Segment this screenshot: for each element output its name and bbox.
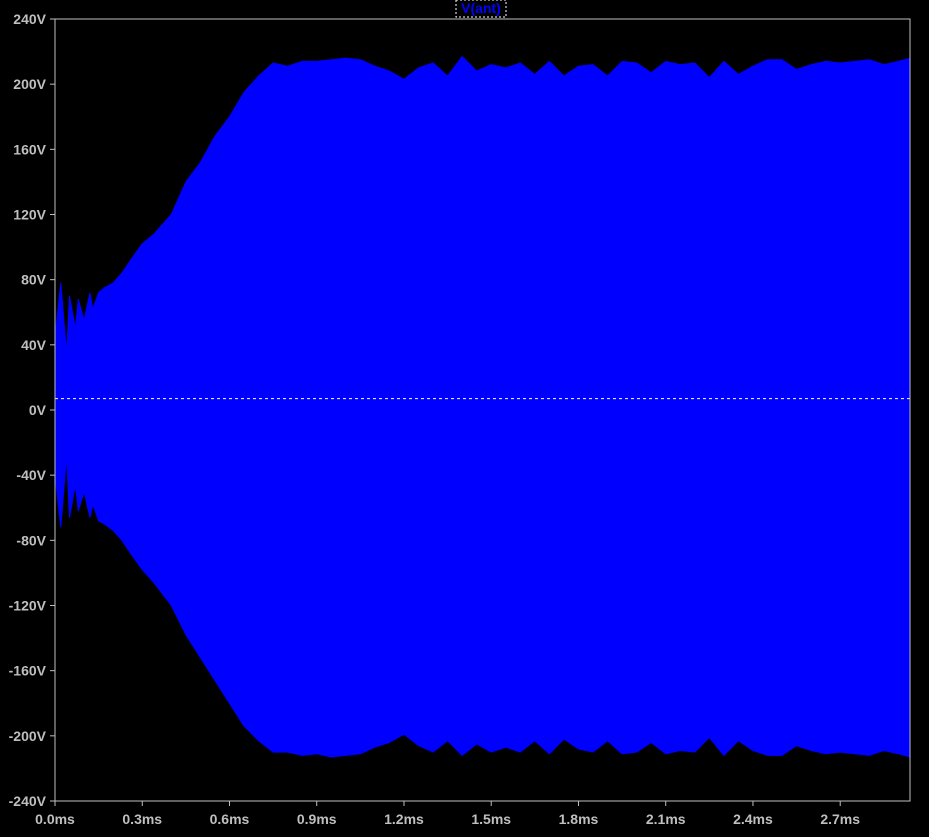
legend-box[interactable] [455, 0, 507, 18]
y-tick-label: -40V [16, 467, 46, 483]
legend-layer[interactable]: V(ant) [455, 0, 507, 18]
y-tick-label: -120V [9, 598, 47, 614]
x-tick-label: 0.6ms [210, 811, 250, 827]
y-tick-label: -200V [9, 728, 47, 744]
y-tick-label: -80V [16, 532, 46, 548]
y-tick-label: -240V [9, 793, 47, 809]
y-tick-label: 40V [21, 337, 47, 353]
axis-layer: 240V 200V 160V 120V 80V 40V 0V -40V -80V -120V -16… [9, 11, 911, 827]
x-tick-label: 0.0ms [35, 811, 75, 827]
x-tick-label: 0.3ms [122, 811, 162, 827]
x-tick-label: 2.4ms [733, 811, 773, 827]
x-tick-label: 2.7ms [820, 811, 860, 827]
y-tick-label: 160V [13, 141, 46, 157]
x-tick-label: 2.1ms [646, 811, 686, 827]
x-tick-label: 1.8ms [559, 811, 599, 827]
x-tick-label: 0.9ms [297, 811, 337, 827]
legend-label-v-ant[interactable]: V(ant) [461, 0, 501, 16]
x-tick-label: 1.5ms [471, 811, 511, 827]
x-tick-label: 1.2ms [384, 811, 424, 827]
y-tick-label: 0V [29, 402, 47, 418]
y-tick-label: 80V [21, 272, 47, 288]
y-tick-label: 200V [13, 76, 46, 92]
y-tick-label: 120V [13, 207, 46, 223]
y-tick-label: -160V [9, 663, 47, 679]
y-tick-label: 240V [13, 11, 46, 27]
